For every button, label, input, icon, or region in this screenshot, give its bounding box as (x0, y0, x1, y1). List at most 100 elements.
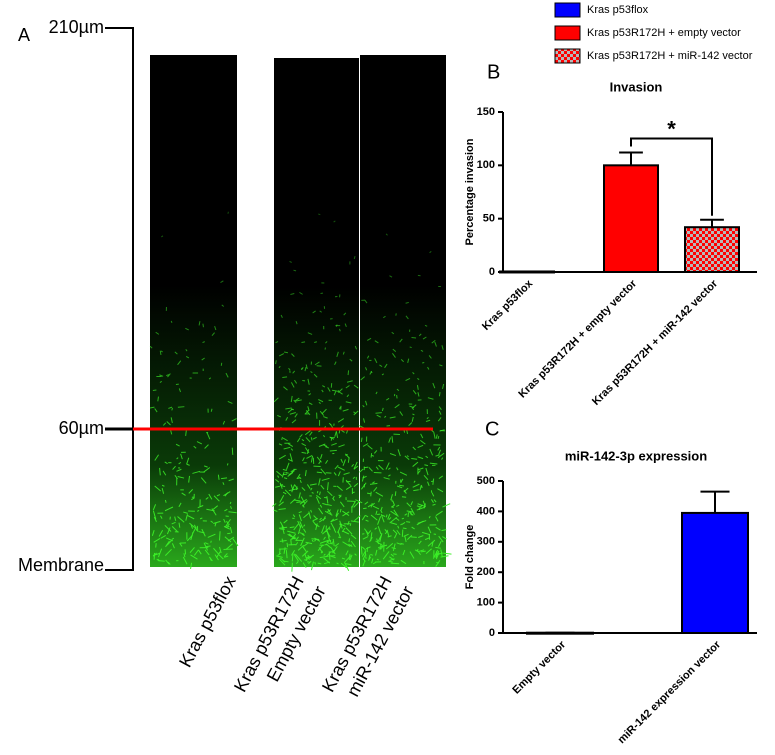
speckle (422, 500, 426, 508)
speckle (352, 476, 356, 480)
speckle (178, 522, 181, 528)
speckle (158, 529, 164, 537)
speckle (375, 466, 379, 470)
speckle (321, 477, 330, 481)
speckle (282, 473, 288, 476)
speckle (366, 355, 370, 359)
speckle (226, 523, 230, 527)
speckle (333, 220, 336, 223)
speckle (295, 321, 298, 325)
speckle (189, 547, 195, 553)
speckle (206, 432, 211, 440)
speckle (321, 525, 325, 534)
speckle (149, 345, 153, 349)
speckle (393, 532, 398, 539)
speckle (353, 384, 359, 389)
speckle (369, 482, 378, 485)
speckle (217, 474, 220, 480)
speckle (307, 378, 310, 385)
speckle (336, 562, 339, 565)
speckle (299, 476, 302, 480)
speckle (282, 437, 288, 442)
speckle (216, 494, 221, 497)
legend-swatch (554, 48, 581, 64)
x-tick-label: Kras p53flox (480, 277, 536, 333)
speckle (335, 324, 338, 327)
speckle (164, 506, 174, 512)
speckle (400, 478, 404, 484)
speckle (166, 374, 170, 377)
speckle (364, 501, 369, 505)
speckle (425, 467, 429, 476)
speckle (437, 452, 445, 459)
speckle (193, 445, 197, 449)
speckle (283, 446, 291, 450)
speckle (394, 404, 400, 409)
speckle (337, 524, 342, 534)
speckle (388, 437, 392, 443)
speckle (323, 416, 328, 419)
scale-bracket (105, 27, 134, 571)
speckle (413, 480, 416, 483)
speckle (378, 547, 383, 550)
speckle (370, 532, 373, 541)
speckle (291, 533, 297, 539)
speckle (289, 260, 292, 263)
speckle (391, 499, 393, 502)
speckle (438, 540, 442, 547)
speckle (432, 549, 439, 559)
speckle (376, 558, 379, 561)
speckle (435, 560, 441, 567)
speckle (342, 510, 350, 517)
speckle (348, 538, 351, 543)
speckle (345, 527, 353, 535)
y-tick-label: 0 (489, 627, 495, 639)
speckle (433, 432, 436, 439)
speckle (304, 470, 307, 477)
speckle (282, 491, 287, 495)
speckle (345, 385, 350, 389)
speckle (389, 516, 398, 524)
speckle (293, 499, 301, 502)
speckle (429, 250, 432, 254)
column-label: Kras p53flox (175, 573, 240, 671)
speckle (301, 341, 306, 344)
speckle (392, 500, 395, 506)
speckle (326, 504, 332, 507)
speckle (192, 470, 201, 474)
speckle (283, 477, 288, 480)
bar (603, 164, 659, 273)
bar (499, 270, 555, 274)
speckle (362, 536, 369, 540)
speckle (374, 527, 378, 530)
speckle (164, 499, 167, 503)
speckle (393, 509, 399, 517)
speckle (354, 553, 357, 556)
speckle (299, 479, 302, 484)
speckle (312, 436, 317, 440)
speckle (400, 359, 404, 363)
speckle (218, 531, 221, 541)
speckle (406, 510, 413, 513)
speckle (301, 443, 307, 447)
x-tick-label: Empty vector (510, 638, 568, 696)
speckle (224, 555, 229, 558)
speckle (368, 556, 372, 560)
speckle (436, 552, 440, 559)
speckle (384, 415, 387, 418)
speckle (419, 504, 423, 508)
speckle (296, 437, 301, 443)
speckle (344, 555, 352, 563)
speckle (441, 457, 444, 460)
speckle (396, 504, 400, 507)
speckle (424, 464, 429, 467)
speckle (277, 414, 282, 418)
y-tick-label: 400 (477, 505, 495, 517)
speckle (341, 557, 346, 560)
speckle (320, 454, 323, 459)
speckle (318, 443, 326, 447)
speckle (304, 553, 308, 561)
speckle (314, 523, 320, 528)
speckle (286, 542, 289, 548)
speckle (401, 517, 405, 520)
